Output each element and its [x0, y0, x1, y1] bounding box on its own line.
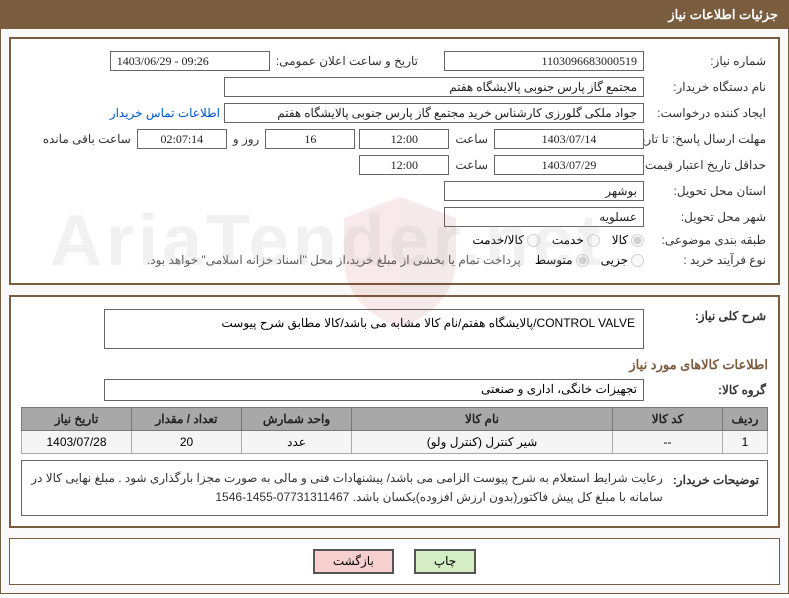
- province-label: استان محل تحویل:: [648, 184, 768, 198]
- process-radio-group: جزیی متوسط: [535, 253, 644, 267]
- requester-field: جواد ملکی گلورزی کارشناس خرید مجتمع گاز …: [224, 103, 644, 123]
- summary-label: شرح کلی نیاز:: [648, 309, 768, 323]
- deadline-label: مهلت ارسال پاسخ: تا تاریخ:: [648, 132, 768, 146]
- days-field: 16: [265, 129, 355, 149]
- main-panel: جزئیات اطلاعات نیاز شماره نیاز: 11030966…: [0, 0, 789, 594]
- back-button[interactable]: بازگشت: [313, 549, 394, 574]
- time-label-1: ساعت: [453, 132, 490, 146]
- buyer-org-field: مجتمع گاز پارس جنوبی پالایشگاه هفتم: [224, 77, 644, 97]
- validity-label: حداقل تاریخ اعتبار قیمت: تا تاریخ:: [648, 158, 768, 172]
- buyer-desc-label: توضیحات خریدار:: [673, 469, 759, 507]
- goods-info-title: اطلاعات کالاهای مورد نیاز: [21, 357, 768, 373]
- city-field: عسلویه: [444, 207, 644, 227]
- announce-label: تاریخ و ساعت اعلان عمومی:: [274, 54, 420, 68]
- announce-field: 1403/06/29 - 09:26: [110, 51, 270, 71]
- cell-qty: 20: [132, 431, 242, 454]
- time-label-2: ساعت: [453, 158, 490, 172]
- buyer-org-label: نام دستگاه خریدار:: [648, 80, 768, 94]
- radio-kala[interactable]: کالا: [612, 233, 644, 247]
- cell-name: شیر کنترل (کنترل ولو): [352, 431, 613, 454]
- category-radio-group: کالا خدمت کالا/خدمت: [472, 233, 644, 247]
- buyer-desc-text: رعایت شرایط استعلام به شرح پیوست الزامی …: [30, 469, 663, 507]
- validity-date-field: 1403/07/29: [494, 155, 644, 175]
- city-label: شهر محل تحویل:: [648, 210, 768, 224]
- group-field: تجهیزات خانگی، اداری و صنعتی: [104, 379, 644, 401]
- col-code: کد کالا: [613, 408, 723, 431]
- cell-date: 1403/07/28: [22, 431, 132, 454]
- radio-both[interactable]: کالا/خدمت: [472, 233, 539, 247]
- col-date: تاریخ نیاز: [22, 408, 132, 431]
- need-no-label: شماره نیاز:: [648, 54, 768, 68]
- radio-khadamat[interactable]: خدمت: [552, 233, 600, 247]
- requester-label: ایجاد کننده درخواست:: [648, 106, 768, 120]
- cell-code: --: [613, 431, 723, 454]
- buyer-desc-box: توضیحات خریدار: رعایت شرایط استعلام به ش…: [21, 460, 768, 516]
- need-no-field: 1103096683000519: [444, 51, 644, 71]
- table-row: 1 -- شیر کنترل (کنترل ولو) عدد 20 1403/0…: [22, 431, 768, 454]
- col-qty: تعداد / مقدار: [132, 408, 242, 431]
- col-name: نام کالا: [352, 408, 613, 431]
- validity-time-field: 12:00: [359, 155, 449, 175]
- category-label: طبقه بندی موضوعی:: [648, 233, 768, 247]
- countdown-field: 02:07:14: [137, 129, 227, 149]
- radio-medium[interactable]: متوسط: [535, 253, 589, 267]
- button-bar: چاپ بازگشت: [9, 538, 780, 585]
- summary-field: CONTROL VALVE/پالایشگاه هفتم/نام کالا مش…: [104, 309, 644, 349]
- panel-title: جزئیات اطلاعات نیاز: [1, 1, 788, 29]
- info-panel: شماره نیاز: 1103096683000519 تاریخ و ساع…: [9, 37, 780, 285]
- province-field: بوشهر: [444, 181, 644, 201]
- items-table: ردیف کد کالا نام کالا واحد شمارش تعداد /…: [21, 407, 768, 454]
- details-panel: شرح کلی نیاز: CONTROL VALVE/پالایشگاه هف…: [9, 295, 780, 528]
- radio-small[interactable]: جزیی: [601, 253, 644, 267]
- cell-row: 1: [723, 431, 768, 454]
- days-label: روز و: [231, 132, 262, 146]
- deadline-date-field: 1403/07/14: [494, 129, 644, 149]
- group-label: گروه کالا:: [648, 383, 768, 397]
- deadline-time-field: 12:00: [359, 129, 449, 149]
- print-button[interactable]: چاپ: [414, 549, 476, 574]
- process-label: نوع فرآیند خرید :: [648, 253, 768, 267]
- buyer-contact-link[interactable]: اطلاعات تماس خریدار: [110, 106, 220, 120]
- process-note: پرداخت تمام یا بخشی از مبلغ خرید،از محل …: [147, 253, 521, 267]
- remain-label: ساعت باقی مانده: [41, 132, 133, 146]
- cell-unit: عدد: [242, 431, 352, 454]
- col-unit: واحد شمارش: [242, 408, 352, 431]
- col-row: ردیف: [723, 408, 768, 431]
